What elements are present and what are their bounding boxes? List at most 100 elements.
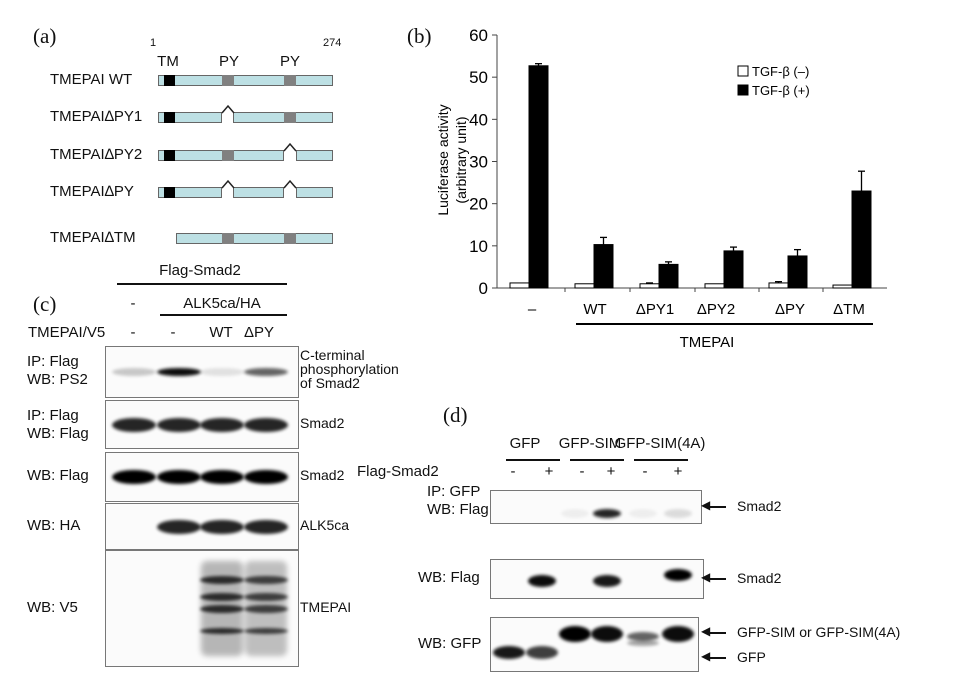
- y-axis-label: (arbitrary unit): [453, 116, 469, 203]
- y-tick-label: 40: [469, 110, 488, 129]
- blot-target-label: of Smad2: [300, 375, 360, 391]
- py-motif: [284, 75, 296, 86]
- deletion-junction: [283, 142, 297, 152]
- y-tick-label: 10: [469, 237, 488, 256]
- lane-sign: +: [606, 463, 616, 480]
- lane-sign: +: [673, 463, 683, 480]
- bar: [723, 250, 744, 289]
- blot-band: [627, 632, 659, 641]
- py2-domain-label: PY: [279, 53, 301, 70]
- y-tick-label: 30: [469, 153, 488, 172]
- group-label: TMEPAI: [680, 334, 735, 351]
- blot-row-label: WB: GFP: [418, 634, 482, 652]
- flag-smad2-header: Flag-Smad2: [159, 262, 241, 279]
- blot-band: [244, 417, 288, 432]
- alk5-header: ALK5ca/HA: [183, 295, 261, 312]
- group-label: GFP-SIM(4A): [614, 435, 706, 452]
- bar: [851, 190, 872, 289]
- blot-band: [493, 646, 525, 659]
- construct-name: TMEPAI∆PY2: [50, 146, 143, 163]
- blot-band: [244, 604, 288, 613]
- arrow-head: ◀: [701, 570, 711, 584]
- blot-band: [591, 626, 623, 642]
- protein-segment: [233, 112, 333, 123]
- residue-end: 274: [323, 37, 342, 49]
- py-motif: [284, 112, 296, 123]
- blot-band: [629, 509, 657, 518]
- tm-domain: [164, 187, 175, 198]
- blot-band: [157, 470, 201, 484]
- group-line: [506, 459, 560, 461]
- arrow-head: ◀: [701, 624, 711, 638]
- legend-swatch: [737, 84, 749, 96]
- arrow-icon: [706, 657, 726, 659]
- bar: [787, 255, 808, 289]
- blot-panel: [105, 452, 299, 502]
- bar: [528, 65, 549, 289]
- blot-smear: [201, 561, 243, 656]
- blot-row-label: WB: V5: [27, 598, 78, 616]
- blot-target-label: TMEPAI: [300, 598, 352, 615]
- blot-band: [157, 417, 201, 432]
- blot-panel: [490, 617, 699, 672]
- blot-band: [244, 519, 288, 534]
- blot-row-label: IP: GFP: [427, 483, 481, 500]
- flag-smad2-line: [117, 283, 287, 285]
- blot-panel: [490, 559, 704, 599]
- blot-panel: [105, 400, 299, 449]
- blot-band: [244, 470, 288, 484]
- group-line: [570, 459, 624, 461]
- x-tick-label: ΔTM: [833, 301, 865, 318]
- deletion-junction: [221, 104, 235, 114]
- blot-band: [593, 509, 621, 518]
- blot-band: [200, 519, 244, 534]
- blot-band: [200, 627, 244, 634]
- tm-domain-label: TM: [157, 53, 179, 70]
- lane-sign: +: [544, 463, 554, 480]
- arrow-head: ◀: [701, 498, 711, 512]
- bar: [832, 284, 853, 289]
- py-motif: [222, 75, 234, 86]
- blot-target-label: GFP-SIM or GFP-SIM(4A): [737, 624, 901, 640]
- bar: [768, 282, 789, 289]
- py-motif: [222, 233, 234, 244]
- blot-target-label: ALK5ca: [300, 516, 350, 533]
- py-motif: [222, 150, 234, 161]
- blot-band: [200, 470, 244, 484]
- blot-target-label: C-terminal: [300, 347, 365, 363]
- blot-band: [561, 509, 589, 518]
- y-tick-label: 20: [469, 195, 488, 214]
- blot-band: [244, 593, 288, 601]
- blot-panel: [490, 490, 702, 524]
- blot-band: [528, 575, 556, 587]
- legend-swatch: [737, 65, 749, 77]
- lane-sign: -: [642, 463, 648, 480]
- legend-label: TGF-β (+): [752, 83, 810, 98]
- alk5-minus: -: [130, 295, 136, 312]
- blot-row-label: WB: Flag: [27, 425, 89, 442]
- panel-b-label: (b): [407, 24, 432, 48]
- blot-row-label: IP: Flag: [27, 407, 79, 424]
- lane-label: -: [130, 324, 136, 341]
- blot-band: [112, 417, 156, 432]
- alk5-line: [160, 314, 287, 316]
- blot-band: [627, 640, 659, 646]
- deletion-junction: [283, 179, 297, 189]
- blot-band: [559, 626, 591, 642]
- blot-band: [662, 626, 694, 642]
- arrow-head: ◀: [701, 649, 711, 663]
- flag-smad2-label: Flag-Smad2: [357, 463, 439, 480]
- protein-segment: [158, 75, 333, 86]
- blot-band: [664, 569, 692, 581]
- lane-sign: -: [579, 463, 585, 480]
- bar: [658, 263, 679, 289]
- protein-segment: [296, 150, 333, 161]
- bar: [704, 283, 725, 289]
- lane-label: WT: [209, 324, 233, 341]
- group-label: GFP-SIM: [558, 435, 622, 452]
- construct-name: TMEPAI WT: [50, 71, 133, 88]
- blot-target-label: Smad2: [737, 498, 782, 514]
- arrow-icon: [706, 506, 726, 508]
- luciferase-bar-chart: 0 10 20 30 40 50 60 Luciferase activity (arbitra…: [435, 26, 887, 351]
- protein-segment: [158, 112, 222, 123]
